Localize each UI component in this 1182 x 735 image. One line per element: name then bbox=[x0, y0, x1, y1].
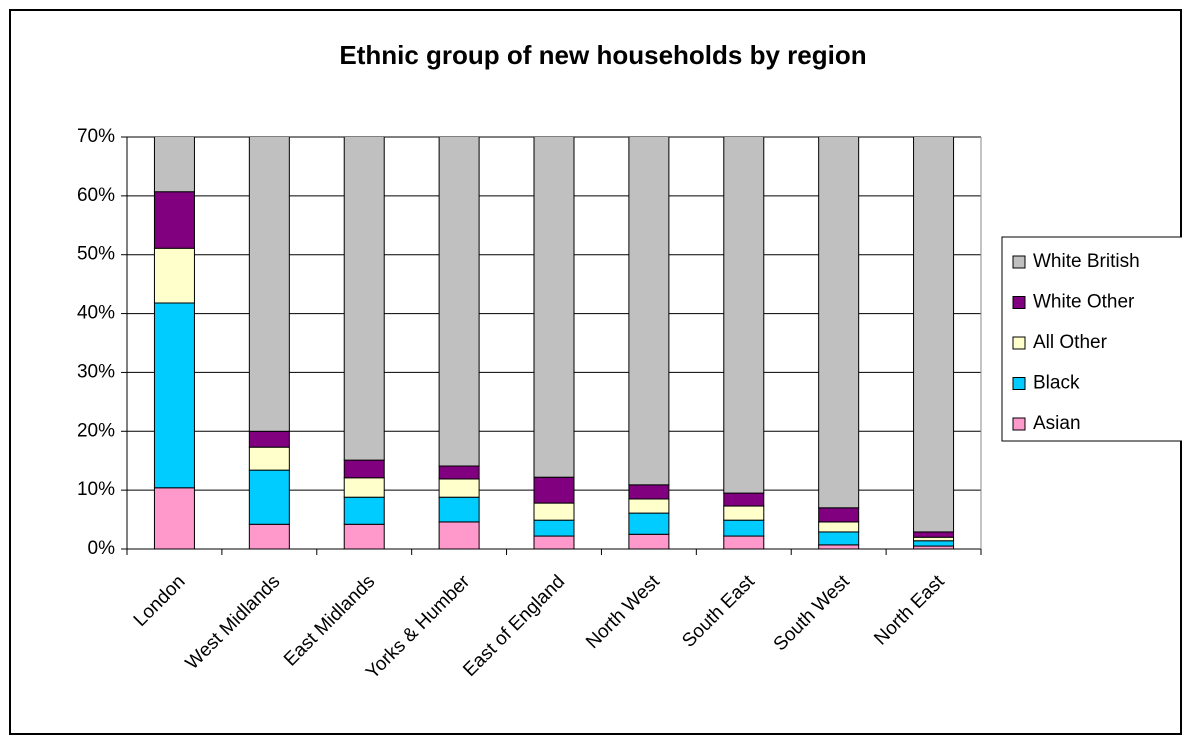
bar-segment bbox=[818, 507, 860, 523]
bar-segment bbox=[628, 484, 670, 500]
bar-segment bbox=[248, 446, 290, 471]
bar-segment bbox=[533, 535, 575, 549]
bar-segment bbox=[153, 191, 195, 249]
bar-segment bbox=[533, 137, 575, 478]
bar-segment bbox=[723, 492, 765, 507]
y-tick-label: 50% bbox=[77, 244, 115, 265]
legend-swatch bbox=[1012, 377, 1026, 390]
bar-segment bbox=[723, 535, 765, 549]
bar-segment bbox=[818, 521, 860, 533]
bar-segment bbox=[913, 137, 955, 533]
bar-segment bbox=[438, 496, 480, 523]
bar-segment bbox=[723, 137, 765, 494]
y-tick-label: 60% bbox=[77, 185, 115, 206]
legend-swatch bbox=[1012, 336, 1026, 350]
bar-segment bbox=[153, 137, 195, 193]
y-tick-label: 20% bbox=[77, 420, 115, 441]
legend-box bbox=[1001, 236, 1182, 442]
bar-segment bbox=[343, 523, 385, 549]
legend-swatch bbox=[1012, 417, 1026, 431]
bar-segment bbox=[628, 533, 670, 549]
chart-title: Ethnic group of new households by region bbox=[339, 40, 866, 70]
y-tick-label: 10% bbox=[77, 479, 115, 500]
bar-segment bbox=[818, 531, 860, 546]
bar-segment bbox=[153, 302, 195, 489]
bar-segment bbox=[818, 137, 860, 509]
bar-segment bbox=[533, 502, 575, 521]
bar-segment bbox=[438, 478, 480, 498]
bar-segment bbox=[533, 476, 575, 504]
bar-segment bbox=[153, 247, 195, 304]
legend-label: White British bbox=[1033, 251, 1140, 272]
bar-segment bbox=[438, 465, 480, 480]
bar-segment bbox=[248, 469, 290, 525]
bar-segment bbox=[913, 531, 955, 538]
bar-segment bbox=[438, 137, 480, 467]
bar-segment bbox=[913, 540, 955, 547]
bar-segment bbox=[343, 459, 385, 479]
legend-label: Black bbox=[1033, 373, 1080, 394]
bar-segment bbox=[343, 137, 385, 461]
bar-segment bbox=[438, 521, 480, 549]
y-tick-label: 40% bbox=[77, 303, 115, 324]
bar-segment bbox=[343, 477, 385, 498]
legend-swatch bbox=[1012, 296, 1026, 309]
bar-segment bbox=[533, 519, 575, 537]
bar-segment bbox=[153, 487, 195, 549]
bar-segment bbox=[628, 498, 670, 514]
bar-segment bbox=[343, 496, 385, 525]
legend-label: Asian bbox=[1033, 413, 1081, 434]
legend-label: White Other bbox=[1033, 292, 1135, 313]
bar-segment bbox=[723, 505, 765, 521]
bar-segment bbox=[248, 430, 290, 448]
bar-segment bbox=[628, 512, 670, 535]
bar-segment bbox=[248, 137, 290, 432]
plot-bars bbox=[153, 137, 955, 549]
bar-segment bbox=[818, 544, 860, 549]
bar-segment bbox=[723, 519, 765, 537]
y-tick-label: 70% bbox=[77, 126, 115, 147]
legend-swatch bbox=[1012, 255, 1026, 269]
y-tick-label: 0% bbox=[88, 538, 116, 559]
bar-segment bbox=[248, 523, 290, 549]
y-tick-label: 30% bbox=[77, 361, 115, 382]
legend-label: All Other bbox=[1033, 332, 1108, 353]
bar-segment bbox=[913, 536, 955, 542]
bar-segment bbox=[628, 137, 670, 486]
